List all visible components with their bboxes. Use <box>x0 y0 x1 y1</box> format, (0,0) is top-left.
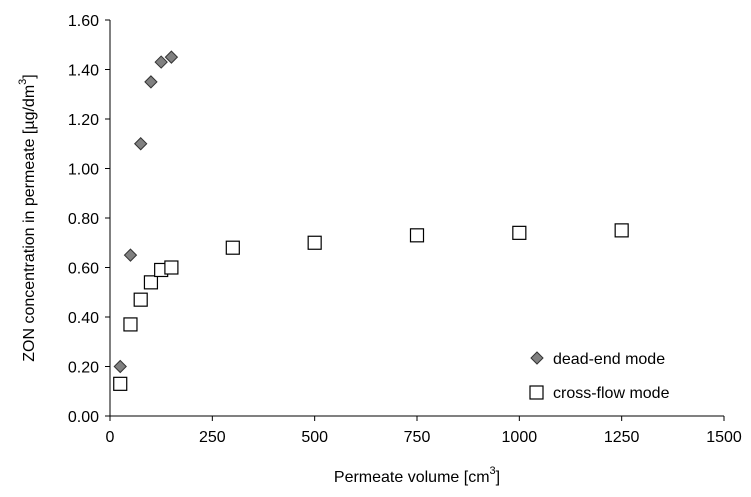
cross-flow-point <box>225 240 240 255</box>
y-tick-label: 1.40 <box>68 63 99 80</box>
dead-end-point <box>133 137 148 151</box>
cross-flow-point <box>409 228 425 243</box>
cross-flow-point <box>307 235 322 250</box>
y-tick-label: 0.20 <box>68 360 99 377</box>
y-ticks: 0.00 0.20 0.40 0.60 0.80 1.00 1.20 1.40 1.60 <box>68 13 110 426</box>
legend-item-cross-flow: cross-flow mode <box>529 385 670 402</box>
y-tick-label: 0.80 <box>68 211 99 228</box>
cross-flow-point <box>133 292 148 307</box>
x-tick-label: 250 <box>199 429 226 446</box>
x-tick-label: 1250 <box>604 429 640 446</box>
y-tick-label: 1.20 <box>68 112 99 129</box>
cross-flow-point <box>143 275 159 290</box>
x-ticks: 0 250 500 750 1000 1250 1500 <box>106 416 742 446</box>
y-tick-label: 1.60 <box>68 13 99 30</box>
cross-flow-point <box>123 317 138 332</box>
x-axis-label: Permeate volume [cm3] <box>334 465 500 486</box>
y-tick-label: 0.60 <box>68 261 99 278</box>
legend-label-dead-end: dead-end mode <box>553 351 665 368</box>
legend-label-cross-flow: cross-flow mode <box>553 385 670 402</box>
x-tick-label: 0 <box>106 429 115 446</box>
legend: dead-end mode cross-flow mode <box>529 351 670 402</box>
series-marks <box>113 50 629 391</box>
dead-end-point <box>164 50 179 64</box>
dead-end-point <box>144 75 158 89</box>
legend-marker-square <box>529 385 544 400</box>
cross-flow-point <box>164 260 179 275</box>
dead-end-point <box>113 359 127 374</box>
x-tick-label: 500 <box>301 429 328 446</box>
dead-end-point <box>123 248 138 262</box>
y-axis-label: ZON concentration in permeate [µg/dm3] <box>17 74 38 361</box>
legend-marker-diamond <box>530 351 544 365</box>
y-tick-label: 0.00 <box>68 409 99 426</box>
cross-flow-point <box>512 225 527 240</box>
x-tick-label: 750 <box>404 429 431 446</box>
x-tick-label: 1500 <box>706 429 742 446</box>
cross-flow-point <box>614 223 629 238</box>
dead-end-point <box>154 55 168 69</box>
cross-flow-point <box>113 376 128 391</box>
x-tick-label: 1000 <box>502 429 538 446</box>
legend-item-dead-end: dead-end mode <box>530 351 665 368</box>
y-tick-label: 0.40 <box>68 310 99 327</box>
y-tick-label: 1.00 <box>68 162 99 179</box>
